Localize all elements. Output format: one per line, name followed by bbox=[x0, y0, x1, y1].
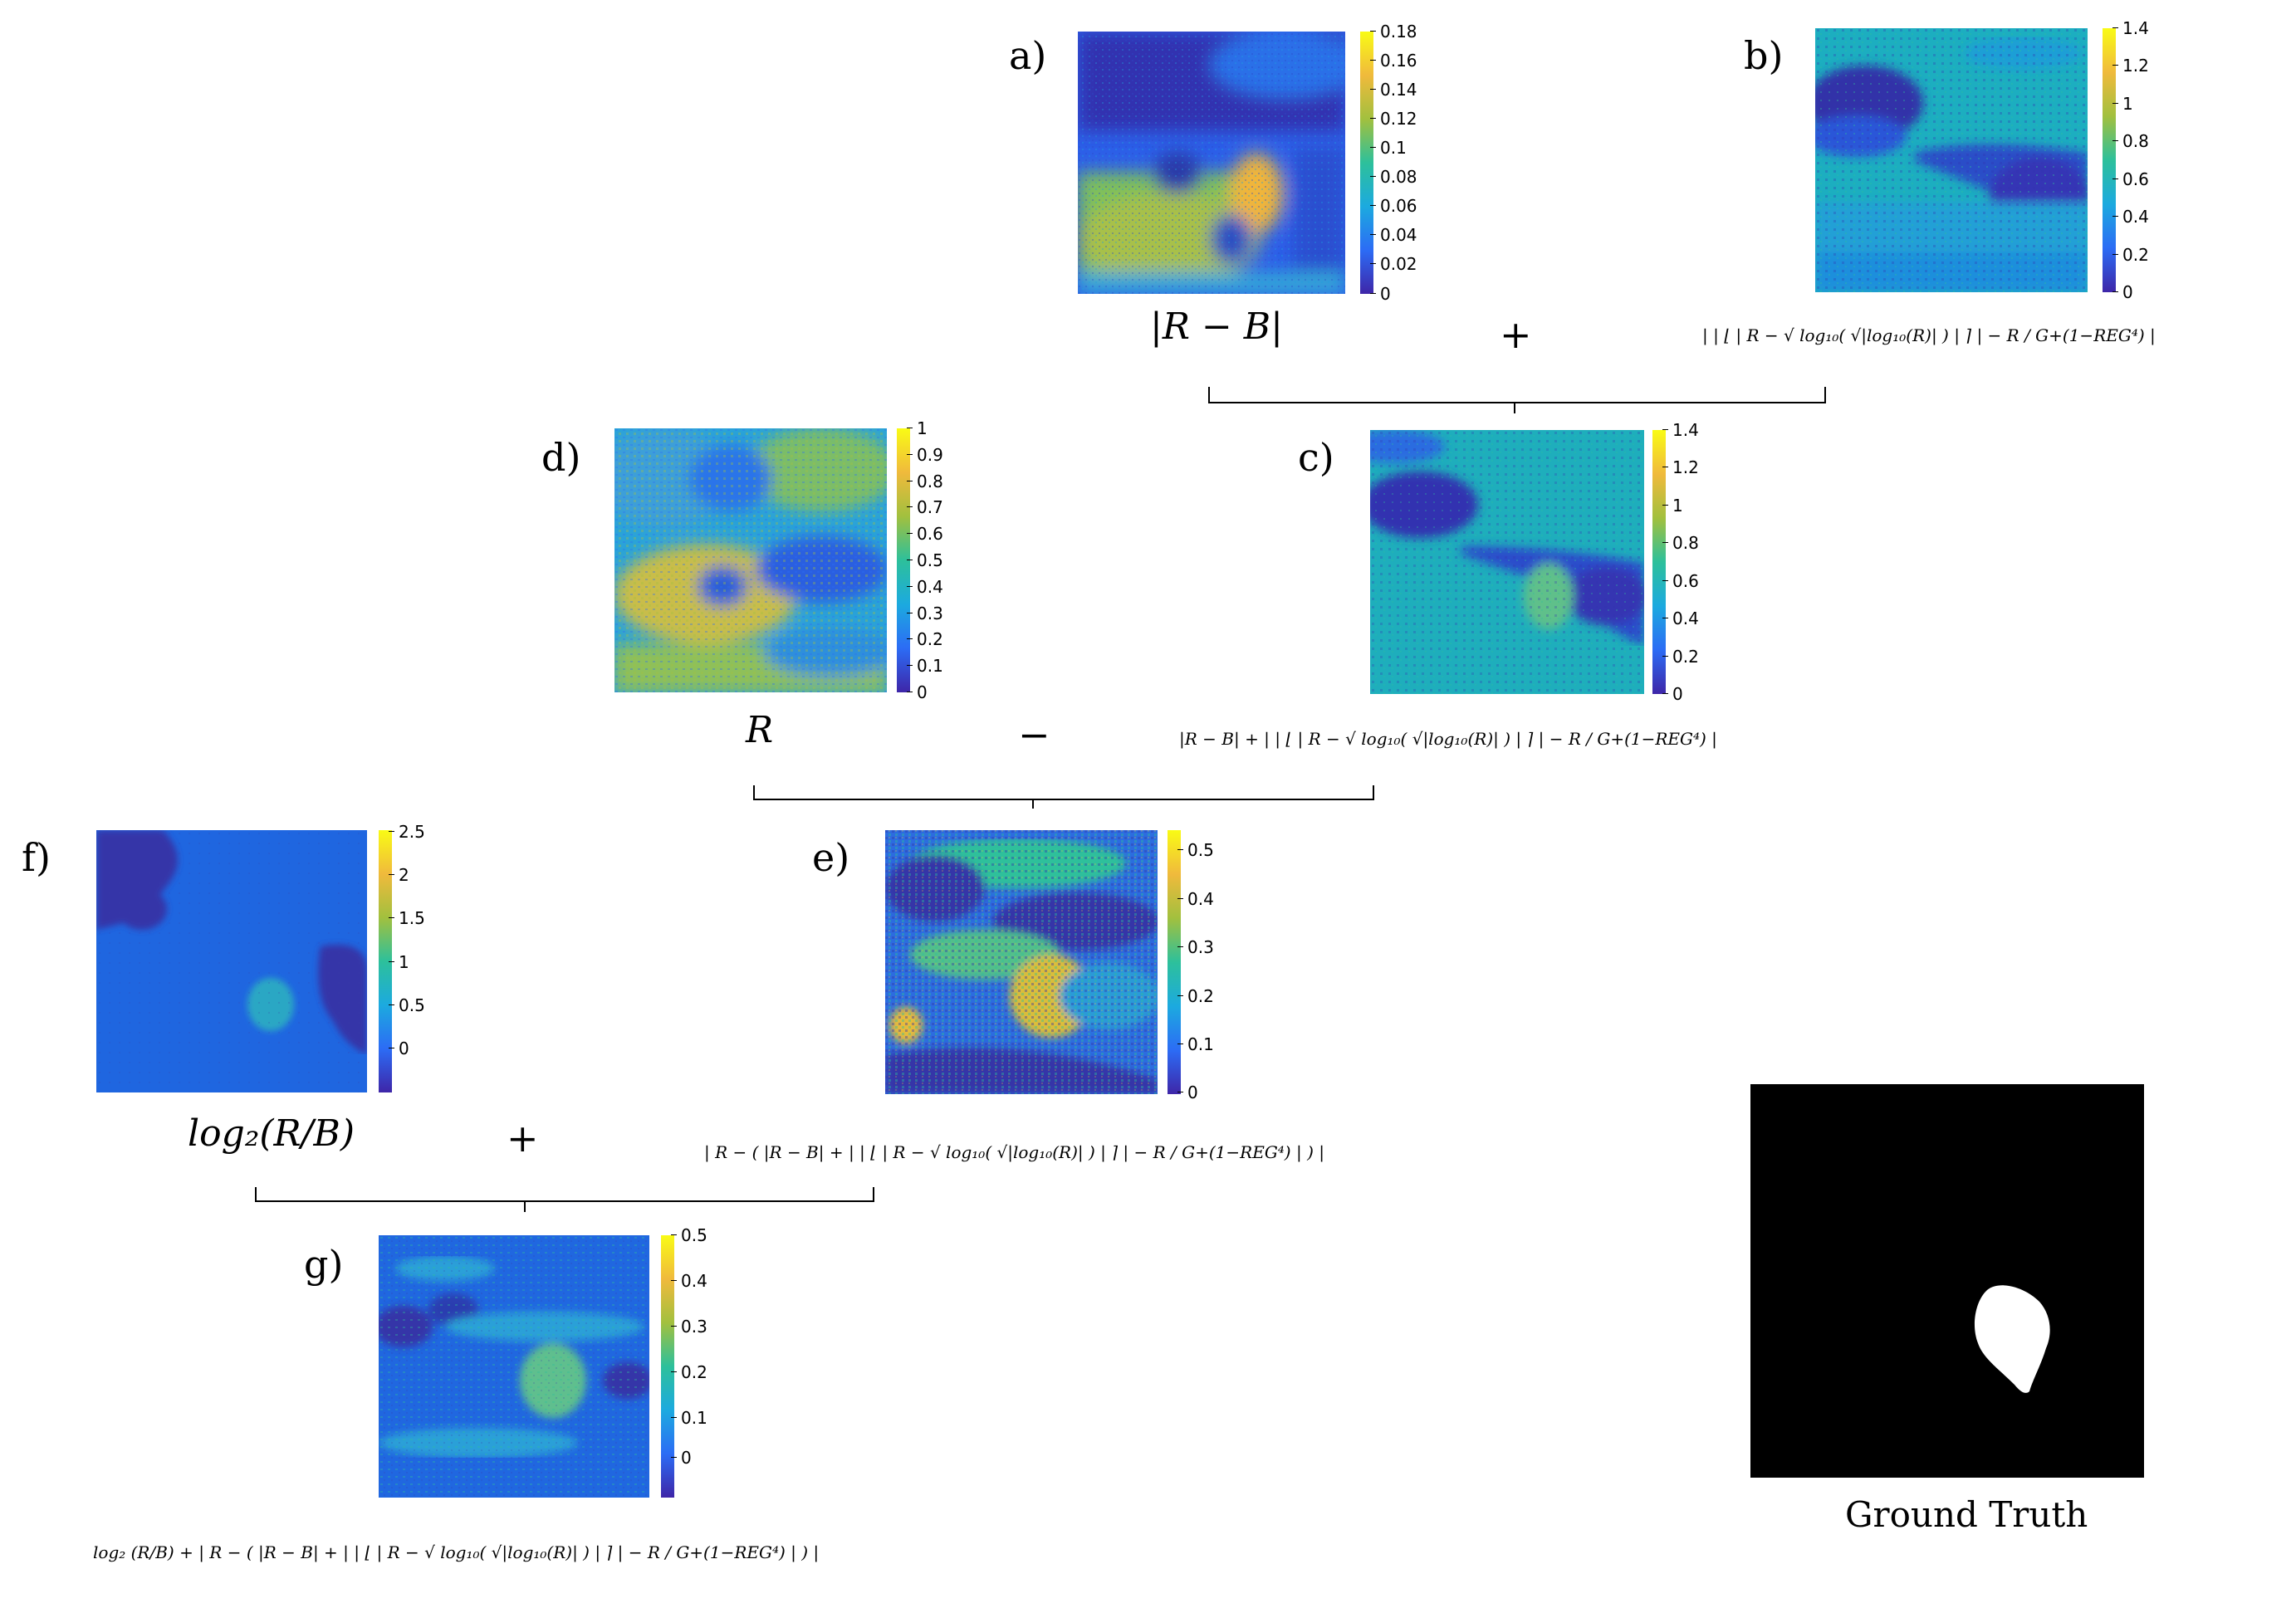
panel-e-label: e) bbox=[812, 835, 850, 880]
tick: 0.2 bbox=[1662, 647, 1699, 667]
tick: 0.2 bbox=[1177, 986, 1214, 1006]
tick: 1 bbox=[1662, 496, 1683, 516]
tick: 0.1 bbox=[671, 1408, 707, 1428]
tick: 2.5 bbox=[389, 822, 425, 842]
tick: 0.5 bbox=[907, 550, 943, 570]
bracket-dc-stem bbox=[1032, 799, 1034, 809]
panel-a-heatmap bbox=[1078, 32, 1345, 294]
tick: 0.8 bbox=[907, 472, 943, 491]
panel-e-colorbar bbox=[1168, 830, 1181, 1094]
tick: 0.6 bbox=[2112, 169, 2149, 189]
panel-c-formula: |R − B| + | | ⌊ | R − √ log₁₀( √|log₁₀(R… bbox=[1179, 729, 1717, 749]
tick: 0.8 bbox=[1662, 533, 1699, 553]
ground-truth-mask bbox=[1750, 1084, 2144, 1478]
ground-truth-caption: Ground Truth bbox=[1845, 1494, 2088, 1535]
panel-b-label: b) bbox=[1744, 33, 1784, 78]
tick: 0 bbox=[1177, 1083, 1198, 1102]
tick: 0.2 bbox=[671, 1362, 707, 1382]
panel-d-label: d) bbox=[541, 435, 581, 480]
bracket-dc bbox=[753, 785, 1374, 800]
panel-c-colorbar bbox=[1652, 430, 1666, 694]
panel-a-colorbar bbox=[1360, 32, 1373, 294]
panel-a-label: a) bbox=[1009, 33, 1047, 78]
panel-c-heatmap bbox=[1370, 430, 1644, 694]
panel-g-heatmap bbox=[379, 1235, 649, 1498]
tick: 0 bbox=[1370, 284, 1391, 304]
tick: 1.2 bbox=[2112, 56, 2149, 76]
bracket-fe bbox=[255, 1187, 874, 1202]
tick: 0.4 bbox=[1177, 889, 1214, 909]
tick: 0.6 bbox=[1662, 571, 1699, 591]
operator-plus-ab: + bbox=[1500, 312, 1532, 357]
tick: 0.4 bbox=[1662, 608, 1699, 628]
panel-g-label: g) bbox=[304, 1242, 344, 1287]
bracket-ab-stem bbox=[1514, 402, 1515, 413]
operator-minus-dc: − bbox=[1018, 712, 1050, 757]
panel-f-heatmap bbox=[96, 830, 367, 1092]
tick: 0.4 bbox=[2112, 207, 2149, 227]
panel-b-colorbar bbox=[2103, 28, 2116, 292]
tick: 0.18 bbox=[1370, 22, 1417, 42]
panel-d-heatmap bbox=[614, 428, 887, 692]
tick: 1 bbox=[2112, 94, 2133, 114]
tick: 0.02 bbox=[1370, 254, 1417, 274]
tick: 1.5 bbox=[389, 908, 425, 928]
panel-a-formula: |R − B| bbox=[1150, 305, 1283, 348]
tick: 1.4 bbox=[2112, 18, 2149, 38]
tick: 0 bbox=[671, 1448, 692, 1468]
tick: 0 bbox=[2112, 282, 2133, 302]
tick: 0.2 bbox=[907, 629, 943, 649]
operator-plus-fe: + bbox=[507, 1116, 539, 1161]
tick: 0.5 bbox=[1177, 840, 1214, 860]
tick: 1 bbox=[389, 952, 409, 972]
panel-f-formula: log₂(R/B) bbox=[188, 1112, 355, 1155]
tick: 0.3 bbox=[1177, 937, 1214, 957]
tick: 0.04 bbox=[1370, 225, 1417, 245]
panel-d-colorbar bbox=[897, 428, 910, 692]
tick: 0.12 bbox=[1370, 109, 1417, 129]
panel-e-formula: | R − ( |R − B| + | | ⌊ | R − √ log₁₀( √… bbox=[704, 1142, 1324, 1162]
tick: 0.3 bbox=[907, 604, 943, 623]
panel-d-formula: R bbox=[746, 709, 774, 751]
tick: 0.06 bbox=[1370, 196, 1417, 216]
tick: 0.9 bbox=[907, 445, 943, 465]
tick: 0.5 bbox=[671, 1225, 707, 1245]
ground-truth-lesion bbox=[1974, 1285, 2050, 1393]
tick: 0.3 bbox=[671, 1317, 707, 1337]
tick: 0.08 bbox=[1370, 167, 1417, 187]
tick: 0.1 bbox=[1370, 138, 1407, 158]
panel-f-colorbar bbox=[379, 830, 392, 1092]
tick: 0.1 bbox=[1177, 1034, 1214, 1054]
tick: 0.16 bbox=[1370, 51, 1417, 71]
panel-e-heatmap bbox=[885, 830, 1158, 1094]
bracket-fe-stem bbox=[524, 1200, 526, 1212]
tick: 1.2 bbox=[1662, 457, 1699, 477]
bracket-ab bbox=[1208, 387, 1826, 403]
tick: 0.4 bbox=[907, 577, 943, 597]
tick: 0.2 bbox=[2112, 245, 2149, 265]
tick: 1 bbox=[907, 418, 928, 438]
panel-g-formula: log₂ (R/B) + | R − ( |R − B| + | | ⌊ | R… bbox=[93, 1542, 820, 1562]
tick: 0 bbox=[907, 682, 928, 702]
tick: 0.1 bbox=[907, 656, 943, 676]
tick: 0.8 bbox=[2112, 131, 2149, 151]
tick: 0.6 bbox=[907, 524, 943, 544]
tick: 0.5 bbox=[389, 995, 425, 1015]
panel-g-colorbar bbox=[661, 1235, 674, 1498]
panel-c-label: c) bbox=[1298, 435, 1334, 480]
panel-b-formula: | | ⌊ | R − √ log₁₀( √|log₁₀(R)| ) | ⌉ |… bbox=[1702, 325, 2156, 345]
tick: 0 bbox=[1662, 684, 1683, 704]
tick: 2 bbox=[389, 865, 409, 885]
tick: 0 bbox=[389, 1039, 409, 1058]
tick: 1.4 bbox=[1662, 420, 1699, 440]
tick: 0.4 bbox=[671, 1271, 707, 1291]
panel-f-label: f) bbox=[22, 835, 51, 880]
tick: 0.7 bbox=[907, 497, 943, 517]
panel-b-heatmap bbox=[1815, 28, 2088, 292]
tick: 0.14 bbox=[1370, 80, 1417, 100]
